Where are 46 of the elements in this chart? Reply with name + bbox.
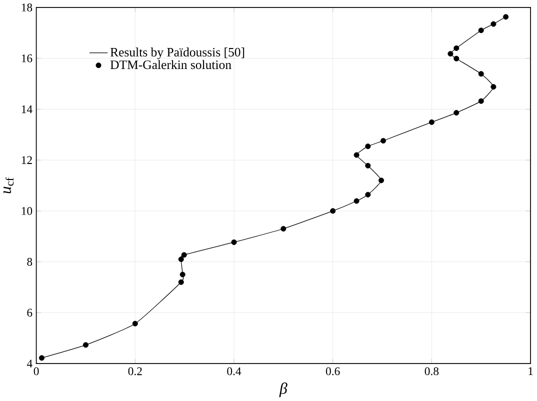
point <box>180 272 186 278</box>
x-tick-label: 1 <box>528 367 533 376</box>
point <box>490 84 496 90</box>
legend-label: Results by Païdoussis [50] <box>110 48 244 60</box>
y-tick-label: 6 <box>27 308 32 317</box>
point <box>365 144 371 150</box>
point <box>82 342 88 348</box>
legend-label: DTM-Galerkin solution <box>110 60 232 70</box>
point <box>478 71 484 77</box>
point <box>181 252 187 258</box>
point <box>178 280 184 286</box>
y-tick-label: 4 <box>26 360 32 368</box>
point <box>478 98 484 104</box>
y-tick-label: 16 <box>22 54 32 62</box>
point <box>132 320 138 327</box>
point <box>503 14 509 20</box>
y-tick-label: 12 <box>22 156 32 164</box>
x-tick-label: 0.8 <box>424 367 439 376</box>
point <box>38 355 45 361</box>
x-tick-label: 0.2 <box>128 367 142 376</box>
y-tick-label: 18 <box>22 4 32 12</box>
point <box>478 28 484 34</box>
y-tick-label: 8 <box>27 258 32 266</box>
y-tick-label: 10 <box>22 207 32 216</box>
point <box>178 256 184 262</box>
x-axis-title: β <box>279 382 288 398</box>
x-tick-label: 0.6 <box>326 367 340 376</box>
x-tick-label: 0.4 <box>227 367 242 376</box>
point <box>454 56 460 62</box>
point <box>330 208 336 214</box>
x-tick-label: 0 <box>34 367 39 376</box>
y-tick-label: 14 <box>22 106 32 114</box>
point <box>378 178 384 184</box>
y-axis-title: u$_{cf}$ <box>4 178 14 194</box>
point <box>354 152 360 158</box>
point <box>280 226 286 232</box>
point <box>354 198 360 204</box>
point <box>454 46 460 52</box>
point <box>428 120 434 126</box>
point <box>231 240 237 246</box>
point <box>448 51 454 57</box>
point <box>380 138 386 144</box>
point <box>365 163 371 169</box>
point <box>454 110 460 116</box>
point <box>490 21 496 27</box>
point <box>365 192 371 198</box>
